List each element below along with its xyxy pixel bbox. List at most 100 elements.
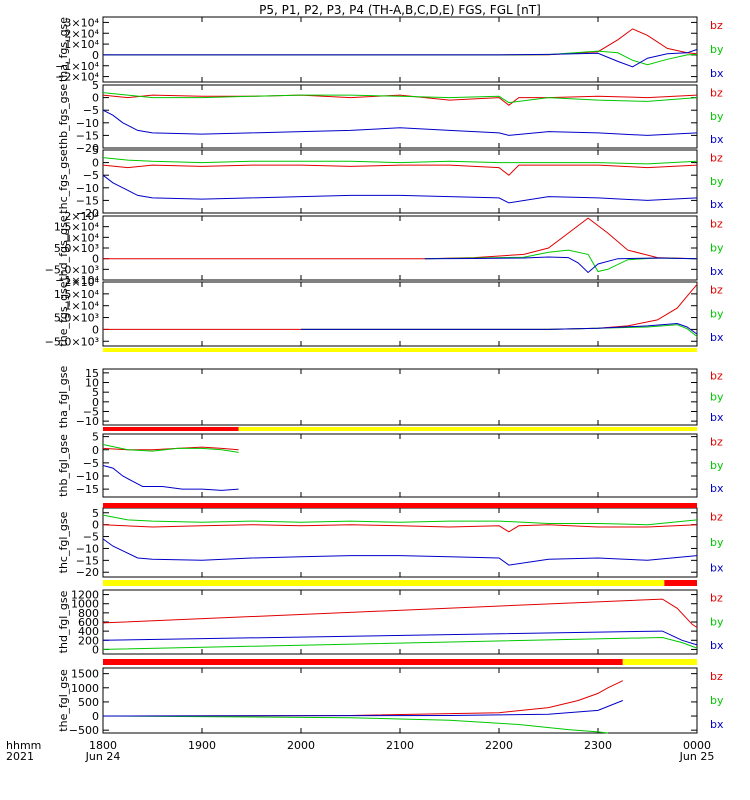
series-line-by bbox=[102, 444, 239, 453]
legend-by: by bbox=[710, 536, 724, 549]
status-bar-bar-thd-fgl bbox=[103, 659, 697, 665]
y-tick-label: −10 bbox=[76, 415, 99, 428]
panel-the_fgs_gse: 2×10⁴1.5×10⁴1×10⁴5.0×10³0−5.0×10³the_fgs… bbox=[45, 276, 724, 348]
series-line-bx bbox=[102, 538, 698, 566]
y-tick-label: −20 bbox=[76, 566, 99, 579]
y-tick-label: 1×10⁴ bbox=[64, 300, 99, 313]
y-tick-label: 5.0×10³ bbox=[54, 242, 99, 255]
y-tick-label: −1×10⁴ bbox=[55, 274, 99, 287]
y-tick-label: 2×10⁴ bbox=[64, 276, 99, 289]
status-bar-bar-thb-fgl bbox=[103, 503, 697, 508]
plot-frame bbox=[102, 667, 698, 734]
series-line-by bbox=[102, 157, 698, 165]
panel-thb_fgl_gse: 50−5−10−15 thb_fgl_gse bz by bx bbox=[57, 431, 724, 498]
y-axis-label: tha_fgs_gse bbox=[57, 17, 70, 82]
legend-bx: bx bbox=[710, 265, 724, 278]
y-tick-label: 5 bbox=[92, 507, 99, 520]
series-line-by bbox=[103, 50, 698, 66]
status-bar-segment bbox=[103, 503, 697, 508]
y-tick-label: 10 bbox=[85, 377, 99, 390]
status-bar-segment bbox=[664, 580, 697, 586]
time-axis-row2-label: 2021 bbox=[6, 750, 34, 763]
plot-frame bbox=[102, 215, 698, 281]
x-tick-label: 2300 bbox=[584, 739, 612, 752]
y-tick-label: 3×10⁴ bbox=[64, 16, 99, 29]
series-line-by bbox=[102, 92, 698, 104]
status-bar-segment bbox=[622, 659, 697, 665]
panel-thc_fgl_gse: 50−5−10−15−20 thc_fgl_gse bz by bx bbox=[57, 507, 724, 579]
legend-bx: bx bbox=[710, 482, 724, 495]
y-tick-label: −10 bbox=[76, 117, 99, 130]
y-tick-label: 0 bbox=[92, 396, 99, 409]
status-bar-bar-tha-fgl bbox=[103, 427, 697, 431]
status-bar-segment bbox=[238, 427, 697, 431]
legend-by: by bbox=[710, 615, 724, 628]
y-axis-label: tha_fgl_gse bbox=[57, 366, 70, 429]
plot-frame bbox=[102, 589, 698, 655]
y-tick-label: −2×10⁴ bbox=[55, 71, 99, 84]
y-axis-label: thc_fgl_gse bbox=[57, 511, 70, 573]
legend-bx: bx bbox=[710, 718, 724, 731]
series-line-by bbox=[102, 636, 698, 650]
status-bar-segment bbox=[103, 659, 623, 665]
plot-frame bbox=[102, 433, 698, 498]
series-line-bz bbox=[103, 28, 698, 56]
y-tick-label: 400 bbox=[78, 625, 99, 638]
x-tick-label: 1900 bbox=[188, 739, 216, 752]
legend-bx: bx bbox=[710, 561, 724, 574]
y-tick-label: 0 bbox=[92, 710, 99, 723]
legend-by: by bbox=[710, 175, 724, 188]
y-tick-label: 5 bbox=[92, 144, 99, 157]
y-axis-label: thb_fgl_gse bbox=[57, 434, 70, 497]
y-tick-label: 0 bbox=[92, 253, 99, 266]
y-tick-label: 2×10⁴ bbox=[64, 27, 99, 40]
y-axis-label: thb_fgs_gse bbox=[57, 84, 70, 150]
y-tick-label: −15 bbox=[76, 554, 99, 567]
series-line-bx bbox=[102, 630, 698, 646]
legend-bz: bz bbox=[710, 284, 723, 297]
legend-bz: bz bbox=[710, 592, 723, 605]
y-axis-label: the_fgs_gse bbox=[57, 281, 70, 346]
series-line-by bbox=[424, 249, 698, 273]
y-tick-label: 0 bbox=[92, 444, 99, 457]
legend-by: by bbox=[710, 694, 724, 707]
y-tick-label: −5 bbox=[83, 457, 99, 470]
series-line-bx bbox=[103, 49, 698, 68]
legend-by: by bbox=[710, 241, 724, 254]
y-tick-label: 5 bbox=[92, 431, 99, 444]
legend-bz: bz bbox=[710, 370, 723, 383]
y-tick-label: 1500 bbox=[71, 668, 99, 681]
y-tick-label: 5 bbox=[92, 386, 99, 399]
plot-frame bbox=[102, 368, 698, 426]
y-tick-label: −5 bbox=[83, 531, 99, 544]
series-line-bz bbox=[102, 680, 624, 717]
series-line-bx bbox=[102, 700, 623, 717]
y-tick-label: −20 bbox=[76, 142, 99, 155]
y-tick-label: 5 bbox=[92, 79, 99, 92]
series-line-bz bbox=[102, 94, 698, 106]
x-tick-label: 1800 bbox=[89, 739, 117, 752]
y-tick-label: −5 bbox=[83, 104, 99, 117]
y-tick-label: −5 bbox=[83, 405, 99, 418]
y-tick-label: 2×10⁴ bbox=[64, 210, 99, 223]
status-bar-segment bbox=[103, 348, 697, 352]
plot-frame bbox=[102, 507, 698, 578]
y-tick-label: −10 bbox=[76, 542, 99, 555]
y-tick-label: 1000 bbox=[71, 598, 99, 611]
y-tick-label: 1000 bbox=[71, 682, 99, 695]
y-tick-label: 0 bbox=[92, 643, 99, 656]
legend-bz: bz bbox=[710, 87, 723, 100]
plot-frame bbox=[102, 16, 698, 83]
y-tick-label: −5 bbox=[83, 169, 99, 182]
legend-by: by bbox=[710, 110, 724, 123]
legend-by: by bbox=[710, 459, 724, 472]
series-line-bx bbox=[102, 174, 698, 204]
y-axis-label: the_fgl_gse bbox=[57, 669, 70, 732]
series-line-bz bbox=[102, 164, 698, 176]
series-line-bz bbox=[102, 598, 698, 628]
y-tick-label: 1.5×10⁴ bbox=[54, 221, 100, 234]
x-tick-label: 2200 bbox=[485, 739, 513, 752]
